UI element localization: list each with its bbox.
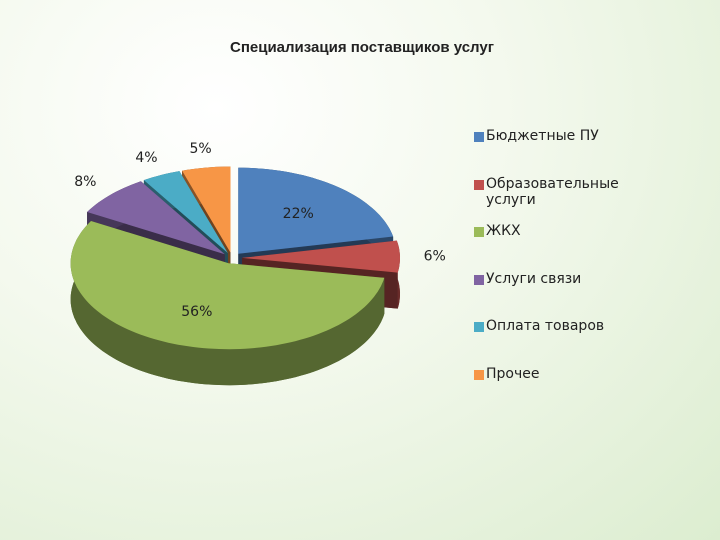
value-label: 56% xyxy=(181,304,212,320)
legend-swatch xyxy=(474,179,484,190)
value-label: 8% xyxy=(74,174,96,190)
legend-label: Услуги связи xyxy=(486,270,582,287)
legend-item: Оплата товаров xyxy=(474,318,634,366)
legend-label: Бюджетные ПУ xyxy=(486,128,599,144)
legend-item: Прочее xyxy=(474,366,634,414)
legend-swatch xyxy=(474,132,484,142)
slice xyxy=(70,221,385,350)
legend-swatch xyxy=(474,274,484,285)
legend-swatch xyxy=(474,369,484,380)
legend-item: Бюджетные ПУ xyxy=(474,128,634,176)
slice xyxy=(143,171,228,253)
legend-label: Оплата товаров xyxy=(486,318,605,334)
legend-label: Прочее xyxy=(486,365,540,382)
legend-item: ЖКХ xyxy=(474,223,634,271)
legend-label: Образовательные услуги xyxy=(486,175,619,208)
value-label: 4% xyxy=(135,150,157,166)
slice xyxy=(182,166,231,253)
chart-title: Специализация поставщиков услуг xyxy=(230,39,494,56)
legend-label: ЖКХ xyxy=(486,223,521,239)
value-label: 22% xyxy=(283,206,314,222)
legend-swatch xyxy=(474,322,484,332)
slice xyxy=(87,181,225,255)
legend-item: Услуги связи xyxy=(474,271,634,319)
slice-rim xyxy=(70,221,385,386)
value-label: 6% xyxy=(424,248,446,264)
legend-item: Образовательные услуги xyxy=(474,176,634,224)
legend-swatch xyxy=(474,227,484,237)
value-label: 5% xyxy=(189,141,211,157)
slice xyxy=(242,240,400,273)
legend: Бюджетные ПУ Образовательные услуги ЖКХ Усл… xyxy=(474,128,634,413)
slice xyxy=(238,167,394,254)
